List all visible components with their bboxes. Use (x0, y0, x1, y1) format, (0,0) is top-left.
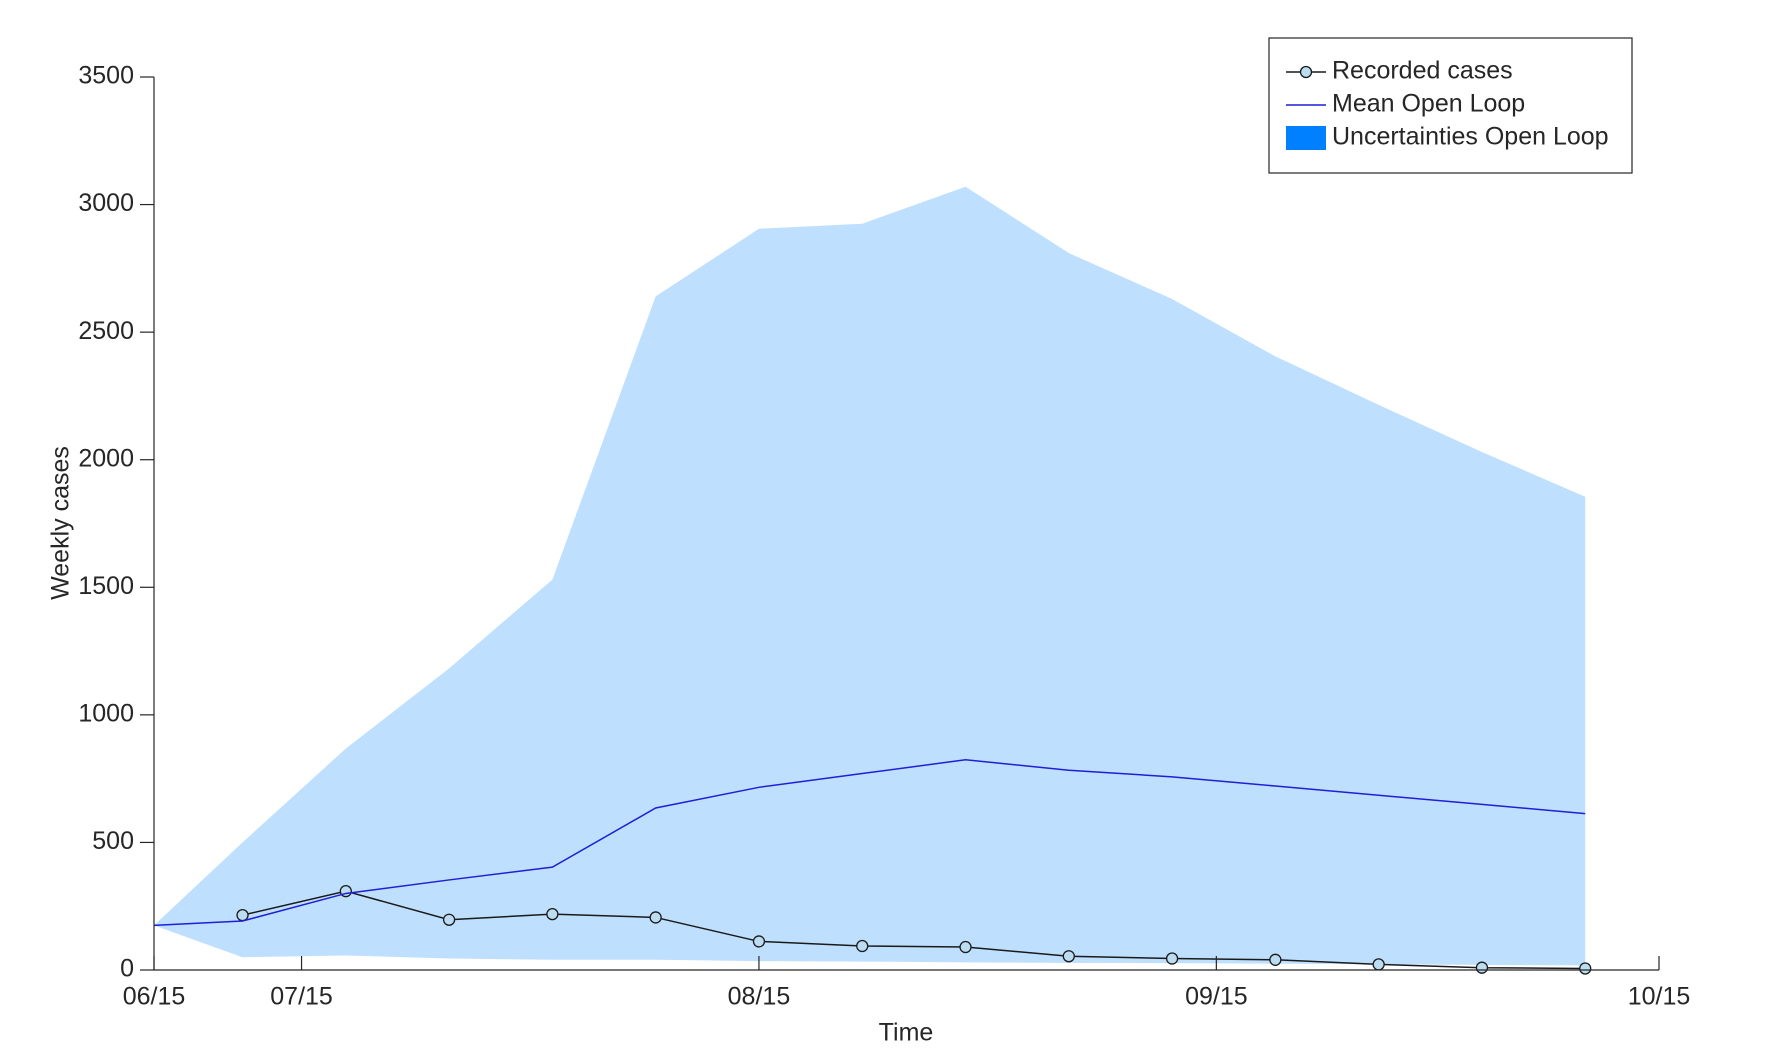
data-point (1475, 961, 1489, 974)
legend-label: Uncertainties Open Loop (1332, 123, 1609, 151)
x-tick-label: 07/15 (270, 983, 333, 1011)
legend-swatch (1286, 126, 1326, 150)
data-point (959, 940, 972, 954)
data-point (1062, 950, 1075, 963)
series-line (153, 759, 1586, 927)
x-tick-label: 10/15 (1628, 983, 1691, 1011)
y-tick-label: 2000 (78, 444, 134, 472)
x-tick-label: 08/15 (728, 983, 791, 1011)
data-point (1579, 962, 1592, 975)
y-tick-label: 2500 (78, 317, 134, 345)
data-point (1269, 953, 1282, 966)
x-tick-label: 06/15 (123, 983, 186, 1011)
y-tick-label: 1000 (78, 699, 134, 727)
x-axis-label: Time (879, 1019, 934, 1047)
data-point (752, 935, 766, 948)
y-tick-label: 3000 (78, 189, 134, 217)
data-point (1372, 958, 1385, 971)
data-point (1165, 952, 1179, 965)
legend-label: Recorded cases (1332, 57, 1513, 85)
uncertainty-band (154, 186, 1586, 966)
y-tick-label: 1500 (78, 572, 134, 600)
x-tick-label: 09/15 (1185, 983, 1248, 1011)
data-point (856, 939, 869, 953)
data-point (649, 911, 662, 924)
series-line (242, 890, 1586, 970)
data-point (236, 908, 249, 922)
y-tick-label: 0 (120, 955, 134, 983)
legend: Recorded cases Mean Open Loop Uncertaintie… (1268, 37, 1633, 174)
y-tick-label: 500 (92, 827, 134, 855)
legend-box (1268, 37, 1633, 174)
data-point (546, 907, 559, 921)
data-point (442, 913, 456, 926)
y-axis-label: Weekly cases (47, 446, 75, 600)
legend-marker (1299, 65, 1313, 79)
y-tick-label: 3500 (78, 62, 134, 90)
legend-label: Mean Open Loop (1332, 90, 1525, 118)
